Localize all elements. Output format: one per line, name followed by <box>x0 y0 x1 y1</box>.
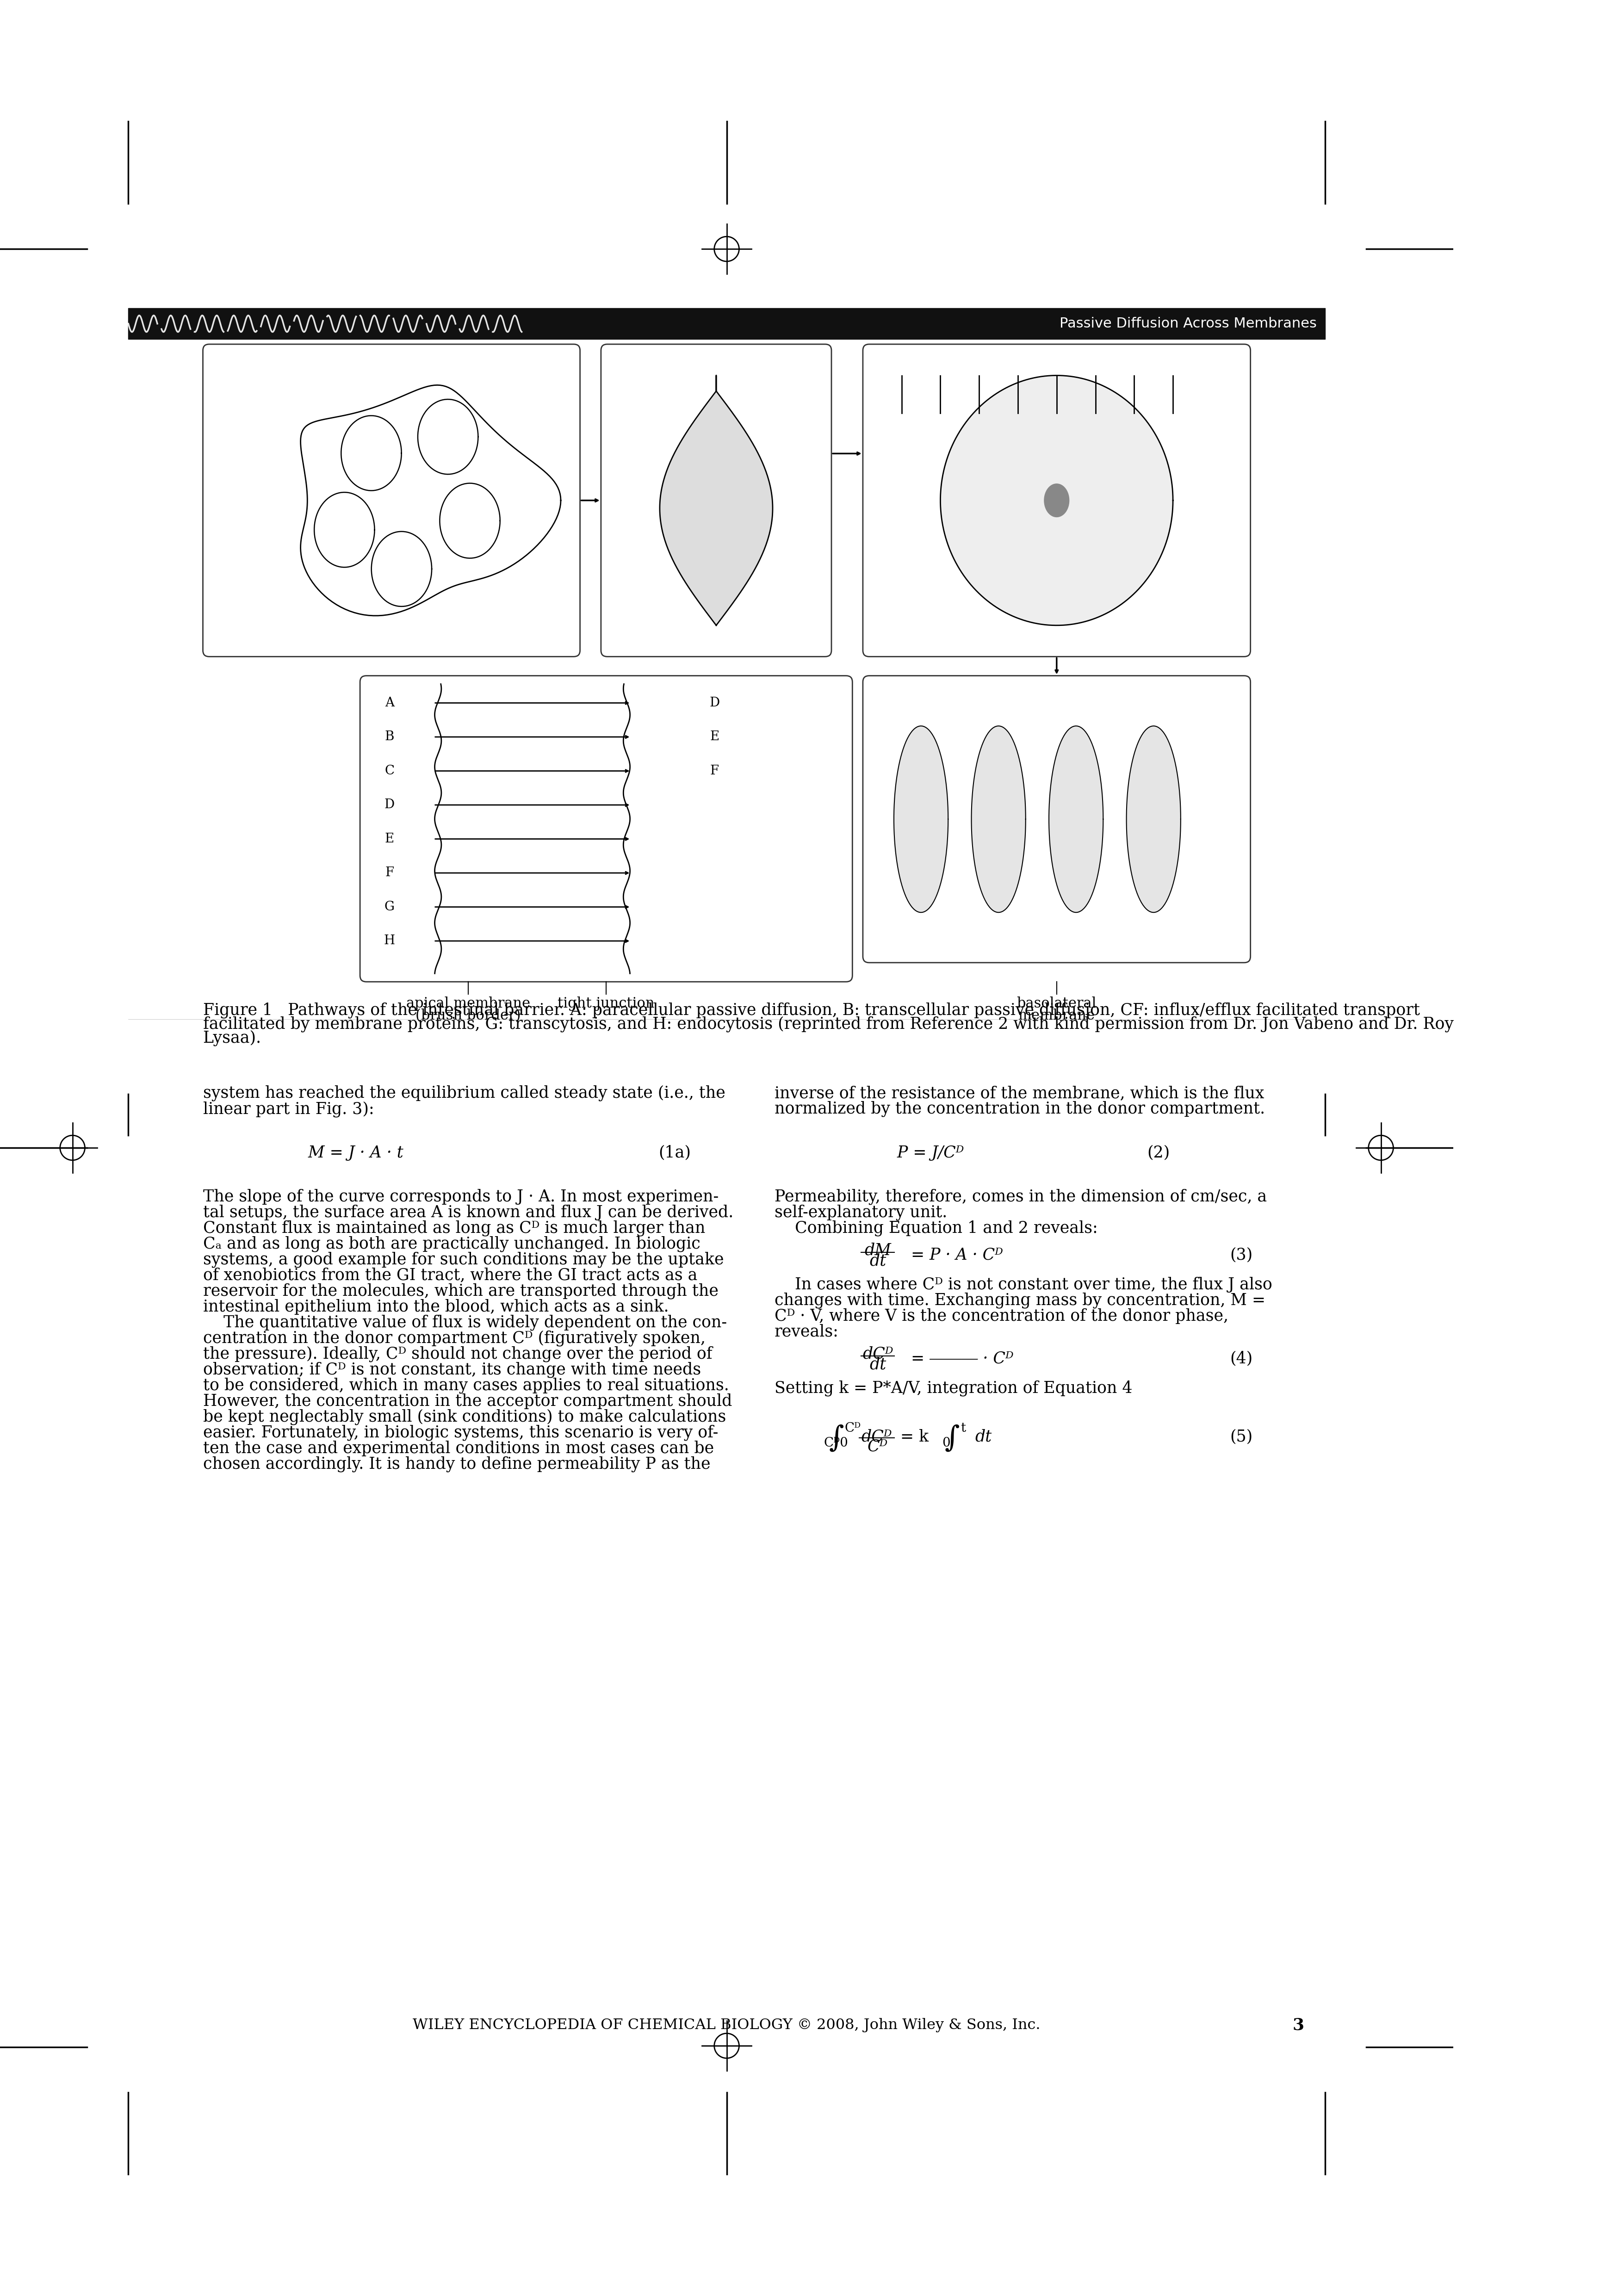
Polygon shape <box>659 390 773 625</box>
Polygon shape <box>940 377 1173 625</box>
Text: dt: dt <box>974 1428 992 1444</box>
Text: (4): (4) <box>1229 1350 1252 1366</box>
Text: Constant flux is maintained as long as Cᴰ is much larger than: Constant flux is maintained as long as C… <box>203 1219 705 1235</box>
Text: ∫: ∫ <box>945 1424 960 1453</box>
Text: self-explanatory unit.: self-explanatory unit. <box>775 1205 947 1221</box>
Text: However, the concentration in the acceptor compartment should: However, the concentration in the accept… <box>203 1394 732 1410</box>
Text: of xenobiotics from the GI tract, where the GI tract acts as a: of xenobiotics from the GI tract, where … <box>203 1267 697 1283</box>
Text: = P · A · Cᴰ: = P · A · Cᴰ <box>911 1247 1004 1263</box>
Text: centration in the donor compartment Cᴰ (figuratively spoken,: centration in the donor compartment Cᴰ (… <box>203 1329 705 1345</box>
Text: dt: dt <box>869 1357 887 1373</box>
Text: tal setups, the surface area A is known and flux J can be derived.: tal setups, the surface area A is known … <box>203 1205 732 1219</box>
Text: linear part in Fig. 3):: linear part in Fig. 3): <box>203 1102 374 1118</box>
Text: WILEY ENCYCLOPEDIA OF CHEMICAL BIOLOGY © 2008, John Wiley & Sons, Inc.: WILEY ENCYCLOPEDIA OF CHEMICAL BIOLOGY ©… <box>412 2018 1041 2032</box>
Polygon shape <box>971 726 1026 912</box>
Text: Lysaa).: Lysaa). <box>203 1031 261 1045</box>
Text: F: F <box>710 765 719 776</box>
Text: H: H <box>383 934 395 948</box>
Text: ∫: ∫ <box>828 1424 844 1453</box>
Text: C: C <box>385 765 395 776</box>
Text: basolateral: basolateral <box>1017 996 1096 1010</box>
Text: dCᴰ: dCᴰ <box>862 1345 893 1362</box>
Text: systems, a good example for such conditions may be the uptake: systems, a good example for such conditi… <box>203 1251 724 1267</box>
Text: easier. Fortunately, in biologic systems, this scenario is very of-: easier. Fortunately, in biologic systems… <box>203 1426 718 1440</box>
Text: to be considered, which in many cases applies to real situations.: to be considered, which in many cases ap… <box>203 1378 729 1394</box>
Text: facilitated by membrane proteins, G: transcytosis, and H: endocytosis (reprinted: facilitated by membrane proteins, G: tra… <box>203 1017 1453 1033</box>
Text: be kept neglectably small (sink conditions) to make calculations: be kept neglectably small (sink conditio… <box>203 1410 726 1426</box>
Polygon shape <box>893 726 948 912</box>
Bar <box>128 308 1325 340</box>
Text: changes with time. Exchanging mass by concentration, M =: changes with time. Exchanging mass by co… <box>775 1293 1265 1309</box>
Text: The quantitative value of flux is widely dependent on the con-: The quantitative value of flux is widely… <box>203 1316 726 1332</box>
Text: dM: dM <box>864 1242 892 1258</box>
Polygon shape <box>300 386 560 615</box>
Text: Combining Equation 1 and 2 reveals:: Combining Equation 1 and 2 reveals: <box>775 1219 1098 1235</box>
Text: E: E <box>385 833 395 845</box>
Polygon shape <box>1127 726 1181 912</box>
Text: dt: dt <box>869 1254 887 1270</box>
Text: (brush border): (brush border) <box>416 1008 521 1024</box>
FancyBboxPatch shape <box>361 675 853 983</box>
Text: (1a): (1a) <box>658 1146 690 1159</box>
FancyBboxPatch shape <box>862 675 1250 962</box>
Text: system has reached the equilibrium called steady state (i.e., the: system has reached the equilibrium calle… <box>203 1086 726 1102</box>
Text: = ――― · Cᴰ: = ――― · Cᴰ <box>911 1350 1013 1366</box>
Text: apical membrane: apical membrane <box>406 996 531 1010</box>
Text: tight junction: tight junction <box>557 996 654 1010</box>
Text: normalized by the concentration in the donor compartment.: normalized by the concentration in the d… <box>775 1102 1265 1116</box>
Text: P = J/Cᴰ: P = J/Cᴰ <box>815 1146 965 1159</box>
Text: chosen accordingly. It is handy to define permeability P as the: chosen accordingly. It is handy to defin… <box>203 1456 710 1472</box>
Text: Cᴰ · V, where V is the concentration of the donor phase,: Cᴰ · V, where V is the concentration of … <box>775 1309 1228 1325</box>
Text: reveals:: reveals: <box>775 1325 838 1339</box>
Text: (2): (2) <box>1147 1146 1169 1159</box>
Text: reservoir for the molecules, which are transported through the: reservoir for the molecules, which are t… <box>203 1283 718 1300</box>
Text: Cᴰ: Cᴰ <box>844 1421 861 1435</box>
FancyBboxPatch shape <box>601 344 831 657</box>
Text: 3: 3 <box>1293 2018 1304 2032</box>
Text: Setting k = P*A/V, integration of Equation 4: Setting k = P*A/V, integration of Equati… <box>775 1380 1132 1396</box>
FancyBboxPatch shape <box>862 344 1250 657</box>
Text: intestinal epithelium into the blood, which acts as a sink.: intestinal epithelium into the blood, wh… <box>203 1300 669 1316</box>
Text: = k: = k <box>901 1428 929 1444</box>
Text: t: t <box>961 1421 966 1435</box>
Text: Cₐ and as long as both are practically unchanged. In biologic: Cₐ and as long as both are practically u… <box>203 1235 700 1251</box>
Text: membrane: membrane <box>1018 1008 1095 1024</box>
Text: Figure 1   Pathways of the intestinal barrier. A: paracellular passive diffusion: Figure 1 Pathways of the intestinal barr… <box>203 1003 1419 1019</box>
Text: E: E <box>710 730 719 744</box>
Text: Permeability, therefore, comes in the dimension of cm/sec, a: Permeability, therefore, comes in the di… <box>775 1189 1267 1205</box>
Text: dCᴰ: dCᴰ <box>861 1428 892 1444</box>
Text: D: D <box>385 799 395 810</box>
Text: Cᴰ: Cᴰ <box>867 1437 888 1453</box>
Text: 0: 0 <box>942 1437 950 1449</box>
Text: ten the case and experimental conditions in most cases can be: ten the case and experimental conditions… <box>203 1440 713 1456</box>
Text: The slope of the curve corresponds to J · A. In most experimen-: The slope of the curve corresponds to J … <box>203 1189 718 1205</box>
Text: D: D <box>710 696 719 709</box>
Polygon shape <box>1044 484 1069 517</box>
FancyBboxPatch shape <box>203 344 580 657</box>
Text: observation; if Cᴰ is not constant, its change with time needs: observation; if Cᴰ is not constant, its … <box>203 1362 702 1378</box>
Text: (5): (5) <box>1229 1428 1252 1444</box>
Text: Passive Diffusion Across Membranes: Passive Diffusion Across Membranes <box>1059 317 1317 331</box>
Polygon shape <box>1049 726 1103 912</box>
Text: B: B <box>385 730 395 744</box>
Text: inverse of the resistance of the membrane, which is the flux: inverse of the resistance of the membran… <box>775 1086 1263 1102</box>
Text: G: G <box>385 900 395 914</box>
Text: (3): (3) <box>1229 1247 1252 1263</box>
Text: Cᴰ0: Cᴰ0 <box>823 1437 848 1449</box>
Text: F: F <box>385 866 395 879</box>
Text: M = J · A · t: M = J · A · t <box>278 1146 403 1159</box>
Text: A: A <box>385 696 395 709</box>
Text: In cases where Cᴰ is not constant over time, the flux J also: In cases where Cᴰ is not constant over t… <box>775 1277 1272 1293</box>
Text: the pressure). Ideally, Cᴰ should not change over the period of: the pressure). Ideally, Cᴰ should not ch… <box>203 1345 711 1362</box>
